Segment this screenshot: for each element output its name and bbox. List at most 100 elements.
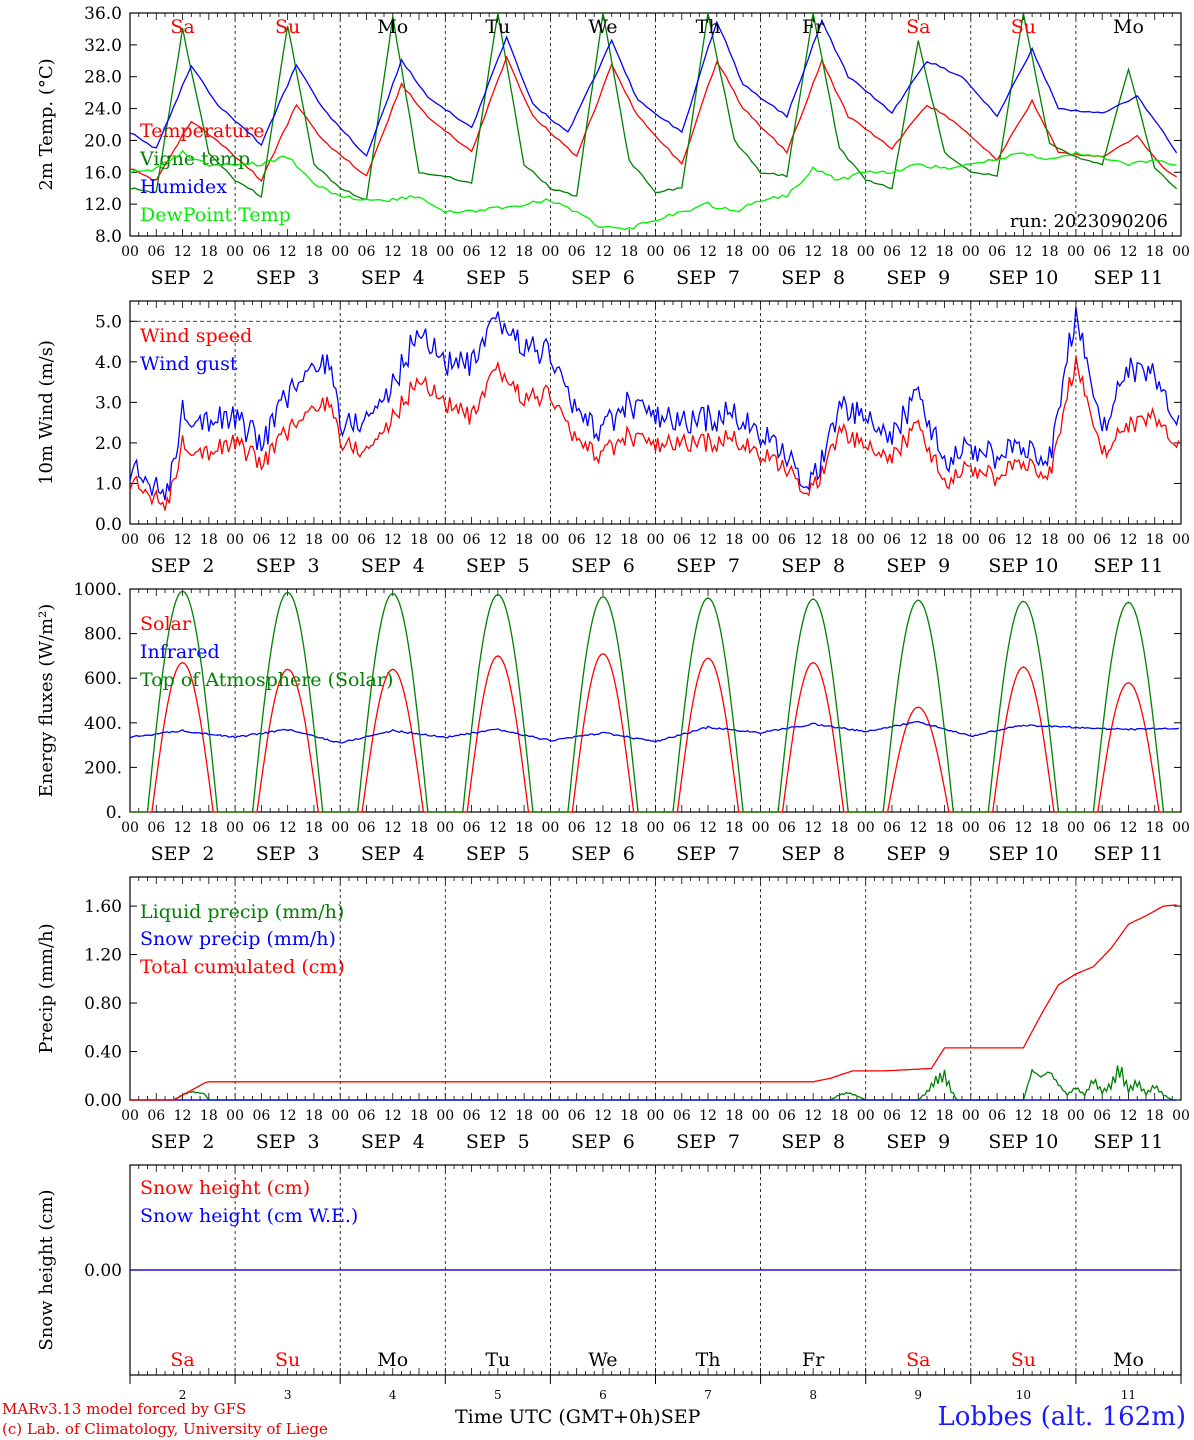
weekday-label-top: Su [275, 16, 300, 38]
hour-label: 00 [752, 820, 770, 836]
hour-label: 00 [857, 1108, 875, 1124]
y-tick-label: 20.0 [84, 131, 122, 151]
y-tick-label: 600. [84, 669, 122, 689]
weekday-label-top: Sa [170, 16, 194, 38]
hour-label: 00 [1172, 532, 1190, 548]
hour-label: 12 [1120, 1108, 1138, 1124]
hour-label: 00 [857, 532, 875, 548]
weekday-label-bottom: Fr [802, 1349, 825, 1371]
hour-label: 00 [1067, 244, 1085, 260]
y-tick-label: 24.0 [84, 100, 122, 120]
legend-label: Wind speed [140, 325, 252, 347]
date-label: SEP 6 [571, 843, 635, 865]
y-tick-label: 16.0 [84, 163, 122, 183]
hour-label: 12 [804, 532, 822, 548]
hour-label: 06 [252, 244, 270, 260]
hour-label: 06 [673, 1108, 691, 1124]
run-label: run: 2023090206 [1010, 211, 1168, 232]
hour-label: 12 [279, 244, 297, 260]
hour-label: 18 [1041, 1108, 1059, 1124]
hour-label: 12 [384, 532, 402, 548]
hour-label: 00 [962, 244, 980, 260]
weekday-label-top: Tu [485, 16, 510, 38]
hour-label: 00 [331, 244, 349, 260]
day-number-label: 10 [1016, 1388, 1031, 1402]
date-label: SEP 5 [466, 843, 530, 865]
hour-label: 18 [620, 820, 638, 836]
weekday-label-top: Fr [802, 16, 825, 38]
y-tick-label: 32.0 [84, 36, 122, 56]
hour-label: 12 [1120, 244, 1138, 260]
panel-frame [129, 588, 1182, 813]
hour-label: 12 [489, 532, 507, 548]
hour-label: 06 [988, 1108, 1006, 1124]
hour-label: 00 [647, 244, 665, 260]
hour-label: 12 [489, 244, 507, 260]
series-line [129, 720, 1179, 744]
hour-label: 00 [857, 820, 875, 836]
hour-label: 12 [699, 532, 717, 548]
date-label: SEP 10 [988, 843, 1058, 865]
hour-label: 18 [515, 532, 533, 548]
date-label: SEP 3 [256, 555, 320, 577]
legend-label: Solar [140, 613, 192, 635]
hour-label: 00 [226, 532, 244, 548]
y-axis-label: 10m Wind (m/s) [36, 340, 57, 485]
weekday-label-top: Mo [377, 16, 408, 38]
legend-label: Top of Atmosphere (Solar) [140, 669, 393, 691]
date-label: SEP 10 [988, 1131, 1058, 1153]
day-number-label: 9 [914, 1388, 922, 1402]
hour-label: 00 [1172, 244, 1190, 260]
y-tick-label: 1.0 [95, 474, 122, 494]
hour-label: 18 [1146, 244, 1164, 260]
hour-label: 06 [778, 244, 796, 260]
hour-label: 12 [279, 1108, 297, 1124]
hour-label: 00 [647, 1108, 665, 1124]
hour-label: 06 [778, 820, 796, 836]
series-line [130, 590, 1179, 813]
y-tick-label: 4.0 [95, 353, 122, 373]
y-tick-label: 0.40 [84, 1043, 122, 1063]
hour-label: 12 [594, 820, 612, 836]
hour-label: 00 [1172, 820, 1190, 836]
hour-label: 06 [463, 532, 481, 548]
series-line [130, 904, 1177, 1101]
station-label: Lobbes (alt. 162m) [937, 1402, 1186, 1432]
hour-label: 12 [384, 1108, 402, 1124]
hour-label: 06 [147, 1108, 165, 1124]
y-tick-label: 0.00 [84, 1261, 122, 1281]
date-label: SEP 5 [466, 555, 530, 577]
hour-label: 06 [358, 532, 376, 548]
hour-label: 06 [463, 1108, 481, 1124]
date-label: SEP 7 [676, 555, 740, 577]
hour-label: 12 [489, 1108, 507, 1124]
y-axis-label: Precip (mm/h) [36, 923, 57, 1053]
legend-label: Wind gust [140, 353, 238, 375]
hour-label: 18 [725, 532, 743, 548]
lab-credit: (c) Lab. of Climatology, University of L… [2, 1420, 328, 1438]
date-label: SEP 2 [151, 1131, 215, 1153]
weekday-label-bottom: Sa [170, 1349, 194, 1371]
legend-label: Temperature [140, 120, 264, 142]
hour-label: 12 [909, 532, 927, 548]
hour-label: 00 [121, 532, 139, 548]
hour-label: 00 [331, 820, 349, 836]
hour-label: 06 [147, 532, 165, 548]
date-label: SEP 4 [361, 555, 425, 577]
hour-label: 06 [147, 244, 165, 260]
y-tick-label: 12.0 [84, 195, 122, 215]
hour-label: 18 [620, 532, 638, 548]
hour-label: 18 [200, 244, 218, 260]
x-axis-month: SEP [660, 1406, 701, 1428]
hour-label: 18 [410, 532, 428, 548]
hour-label: 06 [883, 532, 901, 548]
hour-label: 12 [174, 244, 192, 260]
weekday-label-bottom: We [588, 1349, 617, 1371]
hour-label: 18 [831, 820, 849, 836]
date-label: SEP 10 [988, 555, 1058, 577]
hour-label: 12 [804, 244, 822, 260]
hour-label: 18 [1146, 820, 1164, 836]
date-label: SEP 9 [886, 267, 950, 289]
hour-label: 18 [1146, 532, 1164, 548]
date-label: SEP 3 [256, 1131, 320, 1153]
